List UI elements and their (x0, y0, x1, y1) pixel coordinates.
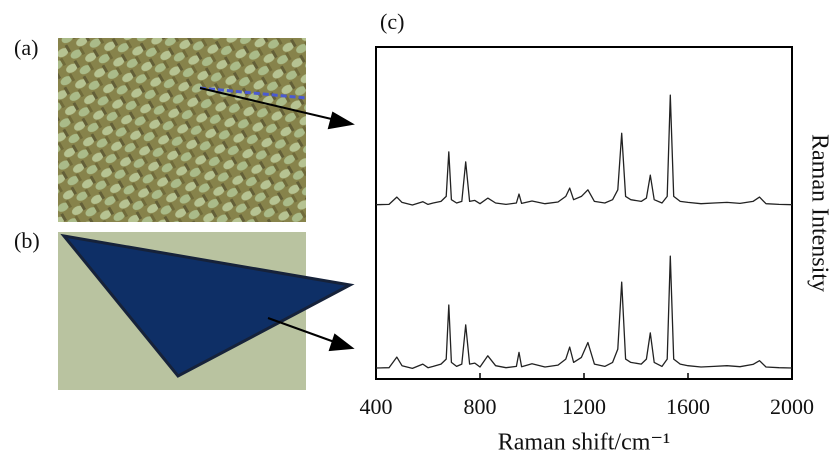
figure: (a) (b) (c) Raman shift/cm⁻¹ Raman Inten… (0, 0, 836, 467)
arrow-head (329, 113, 352, 128)
photo-a-tint (58, 38, 306, 222)
x-tick-label: 400 (360, 394, 393, 419)
x-axis-label: Raman shift/cm⁻¹ (498, 430, 671, 456)
spectrum-line (376, 256, 792, 368)
y-axis-label: Raman Intensity (806, 134, 832, 292)
panel-label: (b) (14, 228, 40, 253)
x-tick-label: 800 (464, 394, 497, 419)
panel-label: (a) (14, 35, 38, 60)
panel-label: (c) (380, 9, 404, 34)
x-tick-label: 1600 (666, 394, 710, 419)
x-tick-label: 1200 (562, 394, 606, 419)
spectrum-line (376, 95, 792, 205)
x-tick-label: 2000 (770, 394, 814, 419)
arrow-head (330, 335, 352, 350)
plot-frame (376, 47, 792, 379)
